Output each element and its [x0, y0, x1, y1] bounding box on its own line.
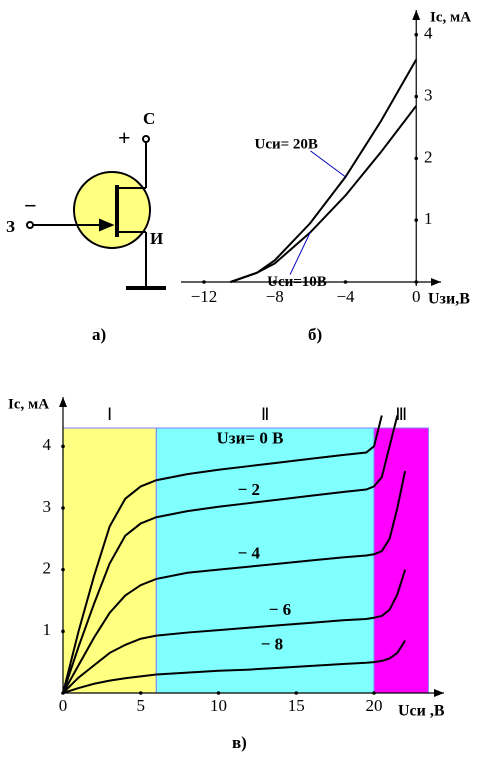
x-tick-label: 0	[412, 287, 421, 306]
series-label: Uси= 20В	[254, 136, 317, 152]
x-axis-label: Uси ,В	[398, 703, 445, 720]
gate-label: З	[6, 217, 15, 236]
x-tick	[343, 280, 348, 284]
x-tick	[414, 280, 419, 284]
y-tick	[414, 94, 419, 99]
y-tick	[414, 218, 419, 222]
region-label: Ⅲ	[395, 405, 407, 424]
transistor-body	[73, 171, 151, 249]
y-tick	[61, 444, 65, 449]
x-tick	[138, 691, 143, 695]
drain-label: С	[143, 109, 155, 128]
series-line	[230, 105, 418, 283]
region-label: Ⅰ	[107, 405, 112, 424]
circuit	[26, 135, 166, 290]
series-label: − 6	[269, 600, 291, 619]
x-axis-label: Uзи,В	[428, 291, 470, 308]
plus-label: +	[118, 125, 131, 150]
x-tick	[272, 280, 277, 284]
region	[373, 427, 429, 694]
x-tick-label: 5	[137, 696, 146, 715]
caption: б)	[308, 325, 322, 344]
x-tick-label: 20	[366, 696, 383, 715]
y-tick-label: 4	[424, 24, 433, 43]
x-tick	[294, 691, 299, 695]
y-tick-label: 4	[43, 435, 52, 454]
y-axis-label: Iс, мА	[8, 396, 49, 412]
series-label: Uзи= 0 В	[217, 429, 284, 448]
y-tick	[61, 629, 65, 634]
series-label: − 2	[238, 480, 260, 499]
leader-line	[310, 150, 346, 178]
x-tick-label: 15	[288, 696, 305, 715]
y-tick-label: 1	[43, 620, 52, 639]
caption: в)	[232, 733, 247, 752]
y-axis-label: Iс, мА	[430, 9, 471, 25]
series-line	[230, 58, 418, 283]
caption: а)	[92, 325, 106, 344]
series-line	[62, 640, 406, 694]
y-tick	[61, 506, 65, 510]
x-tick-label: 0	[59, 696, 68, 715]
series-line	[62, 415, 383, 694]
y-tick-label: 3	[424, 85, 433, 104]
y-tick	[414, 32, 419, 37]
x-axis-arrow	[431, 278, 441, 286]
x-tick	[202, 280, 206, 284]
x-tick	[216, 691, 221, 695]
x-tick-label: 10	[210, 696, 227, 715]
drain-terminal	[142, 135, 150, 143]
series-line	[62, 415, 399, 694]
x-tick	[372, 691, 376, 695]
series-label: − 8	[261, 635, 283, 654]
y-tick	[61, 567, 65, 572]
x-tick-label: −4	[336, 287, 355, 306]
source-label: И	[150, 229, 163, 248]
gate-terminal	[26, 221, 34, 229]
y-axis-arrow	[59, 397, 67, 407]
y-tick-label: 3	[43, 497, 52, 516]
x-axis-arrow	[434, 689, 444, 697]
y-axis-arrow	[412, 10, 421, 20]
y-tick	[414, 156, 419, 161]
x-tick-label: −12	[191, 287, 218, 306]
series-label: − 4	[238, 543, 261, 562]
series-label: Uси=10В	[267, 274, 327, 290]
x-tick-label: −8	[266, 287, 284, 306]
minus-label: −	[24, 193, 37, 218]
series-line	[62, 569, 407, 694]
leader-line	[289, 232, 311, 275]
y-tick-label: 2	[424, 147, 433, 166]
gate-arrow	[99, 218, 115, 232]
y-tick-label: 1	[424, 209, 433, 228]
region-label: Ⅱ	[261, 405, 269, 424]
series-line	[62, 470, 407, 694]
y-tick-label: 2	[43, 559, 52, 578]
